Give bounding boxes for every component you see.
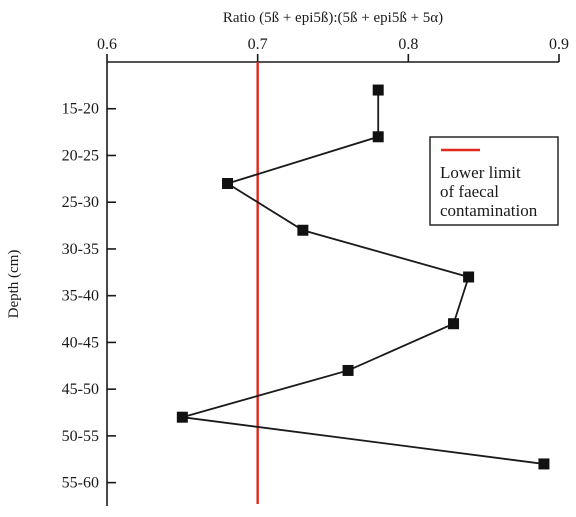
y-tick-label: 40-45	[62, 334, 99, 351]
y-tick-label: 15-20	[62, 101, 99, 118]
x-tick-label: 0.8	[398, 36, 418, 53]
data-point	[372, 131, 384, 143]
legend-label: Lower limit	[440, 163, 521, 182]
y-tick-label: 20-25	[62, 147, 99, 164]
legend-label: contamination	[440, 201, 538, 220]
x-tick-label: 0.6	[97, 36, 117, 53]
data-point	[176, 411, 188, 423]
data-point	[448, 318, 460, 330]
y-tick-label: 30-35	[62, 241, 99, 258]
x-ticks: 0.6 0.7 0.8 0.9	[97, 36, 569, 62]
y-tick-label: 50-55	[62, 428, 99, 445]
y-axis-title: Depth (cm)	[6, 250, 22, 319]
data-point	[372, 84, 384, 96]
data-point	[342, 364, 354, 376]
legend-box	[429, 136, 559, 226]
data-point	[297, 224, 309, 236]
y-tick-label: 35-40	[62, 288, 99, 305]
data-point	[222, 178, 234, 190]
y-tick-label: 55-60	[62, 475, 99, 492]
legend-label: of faecal	[440, 182, 499, 201]
series-layer	[176, 84, 550, 470]
y-ticks: 15-20 20-25 25-30 30-35 35-40 40-45 45-50 50-55…	[62, 101, 116, 492]
y-tick-label: 25-30	[62, 194, 99, 211]
x-tick-label: 0.7	[248, 36, 268, 53]
y-tick-label: 45-50	[62, 381, 99, 398]
x-axis-title: Ratio (5ß + epi5ß):(5ß + epi5ß + 5α)	[223, 10, 443, 26]
data-point	[463, 271, 475, 283]
axes	[106, 61, 559, 506]
x-tick-label: 0.9	[549, 36, 569, 53]
data-point	[538, 458, 550, 470]
